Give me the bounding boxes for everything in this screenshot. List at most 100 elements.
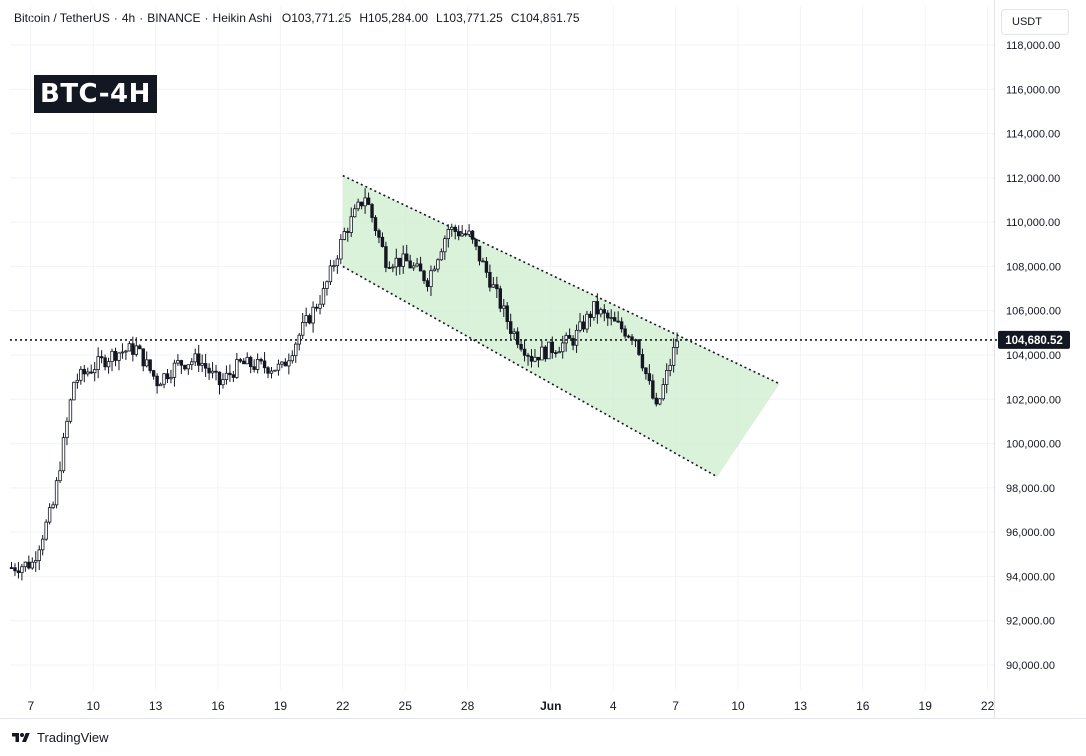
- x-tick-label: 13: [149, 699, 163, 713]
- x-tick-label: 19: [919, 699, 933, 713]
- candle-up: [58, 470, 62, 482]
- ohlc-close: C104,861.75: [510, 11, 580, 25]
- candle-up: [134, 345, 138, 355]
- candle-up: [51, 504, 55, 509]
- candle-up: [318, 303, 322, 309]
- candle-up: [671, 347, 676, 366]
- candle-up: [391, 266, 395, 269]
- candle-up: [186, 364, 190, 370]
- candle-down: [581, 321, 586, 330]
- candle-up: [578, 321, 582, 331]
- ohlc-high: H105,284.00: [359, 11, 429, 25]
- candle-down: [418, 263, 423, 272]
- candle-down: [522, 348, 527, 356]
- candle-down: [613, 317, 617, 322]
- candle-down: [651, 380, 655, 399]
- y-tick-label: 102,000.00: [1006, 394, 1061, 406]
- tradingview-attribution[interactable]: TradingView: [10, 730, 109, 745]
- candle-down: [484, 261, 489, 273]
- candle-down: [408, 260, 412, 269]
- candle-up: [235, 359, 239, 378]
- price-tag-bg: [998, 330, 1070, 349]
- candle-up: [339, 239, 343, 260]
- candle-up: [661, 384, 665, 400]
- candle-up: [120, 351, 125, 354]
- candle-up: [269, 370, 274, 374]
- candle-up: [106, 361, 111, 368]
- candle-up: [342, 231, 346, 240]
- candle-up: [300, 322, 305, 336]
- candle-up: [443, 238, 447, 253]
- candle-up: [429, 270, 433, 287]
- candle-up: [436, 259, 440, 270]
- x-tick-label: Jun: [540, 699, 561, 713]
- candle-down: [453, 226, 457, 232]
- y-tick-label: 94,000.00: [1006, 571, 1055, 583]
- candle-down: [384, 246, 388, 268]
- candle-down: [314, 306, 319, 309]
- candle-up: [460, 233, 464, 237]
- current-price-tag: 104,680.52: [998, 330, 1070, 349]
- x-tick-label: 13: [794, 699, 808, 713]
- candle-up: [363, 197, 367, 207]
- candle-down: [359, 201, 364, 207]
- candle-down: [640, 354, 645, 369]
- y-tick-label: 98,000.00: [1006, 483, 1055, 495]
- currency-button[interactable]: USDT: [1001, 9, 1069, 35]
- candle-down: [131, 343, 135, 355]
- descending-channel: [342, 174, 780, 478]
- candle-down: [619, 321, 624, 330]
- interval-label[interactable]: 4h: [121, 11, 136, 25]
- candle-up: [467, 230, 471, 235]
- candle-up: [432, 268, 437, 272]
- candle-up: [394, 257, 398, 268]
- candle-down: [99, 356, 104, 359]
- candle-down: [366, 197, 371, 205]
- candle-up: [190, 361, 194, 366]
- candle-up: [352, 208, 357, 218]
- candle-up: [172, 362, 177, 378]
- candle-down: [141, 348, 145, 367]
- candle-down: [422, 270, 426, 282]
- ohlc-open: O103,771.25: [281, 11, 352, 25]
- candle-up: [176, 360, 180, 364]
- candle-up: [561, 342, 565, 353]
- y-tick-label: 118,000.00: [1006, 40, 1060, 52]
- candle-down: [404, 253, 409, 262]
- x-tick-label: 4: [610, 699, 617, 713]
- candle-down: [602, 309, 606, 314]
- candle-up: [273, 369, 277, 372]
- candle-up: [439, 251, 444, 261]
- candle-down: [630, 336, 634, 341]
- candle-up: [96, 356, 100, 371]
- candle-up: [311, 306, 315, 324]
- candle-down: [554, 352, 558, 354]
- candle-up: [20, 566, 24, 574]
- candle-down: [262, 360, 267, 369]
- candle-down: [259, 358, 263, 362]
- candle-down: [647, 373, 652, 382]
- x-axis[interactable]: 7 10 13 16 19 22 25 28 Jun 4 7 10 13 16 19 22: [27, 699, 994, 713]
- chart-style-label[interactable]: Heikin Ashi: [212, 11, 272, 25]
- candle-up: [41, 538, 45, 551]
- y-tick-label: 110,000.00: [1006, 217, 1060, 229]
- candle-down: [623, 328, 627, 337]
- candle-down: [529, 355, 534, 362]
- y-tick-label: 90,000.00: [1006, 660, 1055, 672]
- candle-down: [571, 338, 575, 346]
- candle-up: [124, 350, 128, 353]
- candle-down: [214, 370, 218, 373]
- candle-up: [44, 521, 48, 540]
- channel-upper-line: [342, 174, 780, 385]
- candle-up: [23, 561, 28, 568]
- candle-down: [626, 335, 631, 338]
- candle-up: [592, 301, 596, 318]
- channel-fill: [342, 175, 780, 477]
- candle-down: [89, 371, 93, 374]
- candle-up: [294, 343, 298, 357]
- candle-up: [54, 480, 59, 506]
- y-axis[interactable]: 90,000.00 92,000.00 94,000.00 96,000.00 98,0…: [1006, 40, 1061, 672]
- candle-up: [280, 361, 284, 365]
- symbol-name[interactable]: Bitcoin / TetherUS: [14, 11, 110, 25]
